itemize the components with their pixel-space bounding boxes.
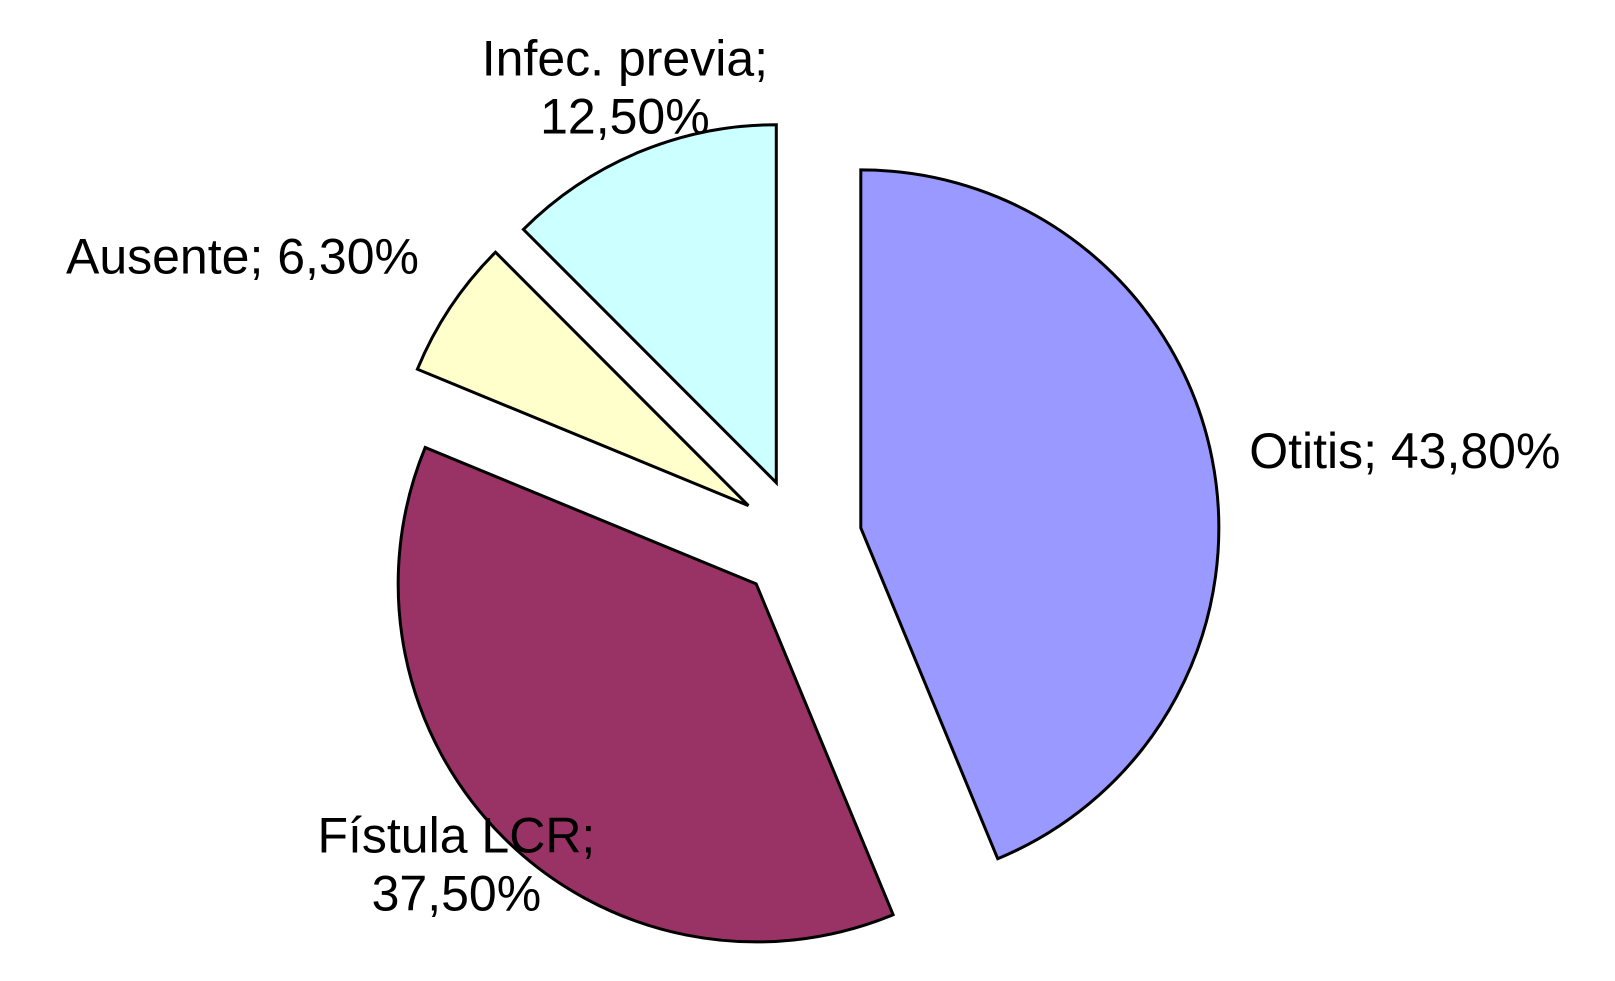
slice-label-ausente: Ausente; 6,30% xyxy=(66,228,419,284)
slice-label-line: Infec. previa; xyxy=(482,30,768,86)
pie-labels: Otitis; 43,80% Fístula LCR; 37,50% Ausente;… xyxy=(66,30,1560,921)
slice-label-line: 12,50% xyxy=(540,88,710,144)
pie-slice-ausente xyxy=(415,250,750,507)
pie-slice-otitis xyxy=(859,168,1221,861)
pie-slice-fistula-lcr xyxy=(396,445,896,944)
slice-label-otitis: Otitis; 43,80% xyxy=(1249,423,1560,479)
slice-label-line: Otitis; 43,80% xyxy=(1249,423,1560,479)
slice-label-line: Ausente; 6,30% xyxy=(66,228,419,284)
slice-label-line: 37,50% xyxy=(372,866,542,922)
slice-label-fistula-lcr: Fístula LCR; 37,50% xyxy=(317,808,595,922)
pie-slice-infec-previa xyxy=(521,123,778,487)
slice-label-line: Fístula LCR; xyxy=(317,808,595,864)
slice-label-infec-previa: Infec. previa; 12,50% xyxy=(482,30,768,144)
pie-slices xyxy=(396,123,1221,944)
